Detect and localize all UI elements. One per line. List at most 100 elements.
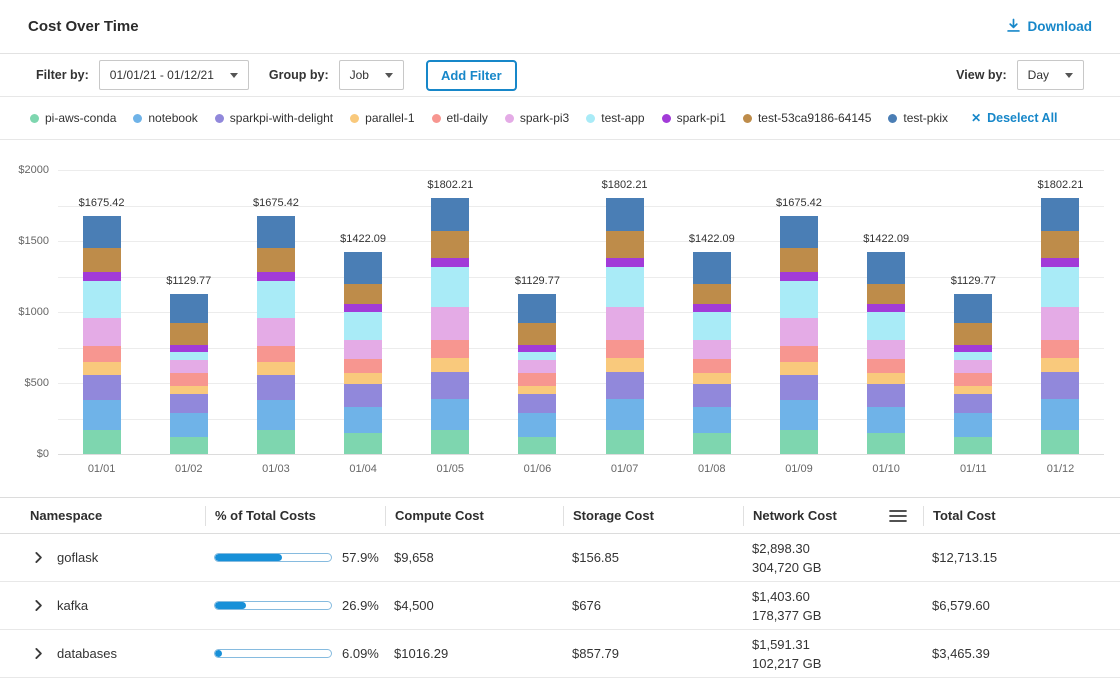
stacked-bar-01/12[interactable] bbox=[1041, 198, 1080, 454]
bar-segment-pi-aws-conda bbox=[169, 436, 208, 454]
chevron-right-icon[interactable] bbox=[32, 647, 45, 660]
table-row-goflask[interactable]: goflask 57.9% $9,658 $156.85 $2,898.30 304,72… bbox=[0, 534, 1120, 582]
gridline bbox=[58, 418, 1104, 420]
legend-item-etl-daily[interactable]: etl-daily bbox=[431, 111, 488, 125]
gridline bbox=[58, 454, 1104, 455]
bar-segment-test-53ca9186-64145 bbox=[344, 284, 383, 305]
legend-item-notebook[interactable]: notebook bbox=[133, 111, 198, 125]
stacked-bar-01/09[interactable] bbox=[779, 216, 818, 454]
bar-total-label: $1675.42 bbox=[776, 197, 822, 210]
bar-segment-test-53ca9186-64145 bbox=[779, 248, 818, 273]
bar-segment-sparkpi-with-delight bbox=[605, 371, 644, 399]
x-axis-label: 01/05 bbox=[436, 463, 465, 475]
stacked-bar-01/01[interactable] bbox=[82, 216, 121, 454]
stacked-bar-01/11[interactable] bbox=[954, 293, 993, 454]
table-body: goflask 57.9% $9,658 $156.85 $2,898.30 304,72… bbox=[0, 534, 1120, 678]
date-range-select[interactable]: 01/01/21 - 01/12/21 bbox=[98, 60, 249, 90]
stacked-bar-01/08[interactable] bbox=[692, 252, 731, 454]
legend-item-spark-pi3[interactable]: spark-pi3 bbox=[504, 111, 569, 125]
legend-item-label: sparkpi-with-delight bbox=[229, 111, 334, 125]
bar-segment-sparkpi-with-delight bbox=[344, 384, 383, 408]
column-header-storage: Storage Cost bbox=[563, 505, 743, 526]
bar-segment-etl-daily bbox=[1041, 339, 1080, 359]
bar-segment-pi-aws-conda bbox=[518, 436, 557, 454]
bar-segment-test-app bbox=[82, 280, 121, 318]
percent-bar bbox=[214, 649, 332, 658]
gridline bbox=[58, 276, 1104, 278]
chart-x-axis: 01/01 01/02 01/03 01/04 01/05 01/06 01/07 01/08… bbox=[58, 463, 1104, 475]
y-axis-label: $0 bbox=[36, 448, 49, 460]
legend-item-parallel-1[interactable]: parallel-1 bbox=[350, 111, 415, 125]
column-header-network: Network Cost bbox=[743, 505, 923, 526]
bar-segment-spark-pi3 bbox=[954, 360, 993, 374]
legend-item-pi-aws-conda[interactable]: pi-aws-conda bbox=[30, 111, 116, 125]
bar-segment-spark-pi1 bbox=[1041, 258, 1080, 268]
stacked-bar-01/07[interactable] bbox=[605, 198, 644, 454]
bar-segment-spark-pi1 bbox=[779, 272, 818, 281]
legend-item-test-pkix[interactable]: test-pkix bbox=[888, 111, 948, 125]
storage-cost-cell: $156.85 bbox=[572, 550, 619, 565]
x-axis-label: 01/04 bbox=[349, 463, 377, 475]
legend-item-spark-pi1[interactable]: spark-pi1 bbox=[661, 111, 726, 125]
bar-segment-test-53ca9186-64145 bbox=[954, 323, 993, 345]
legend-dot bbox=[30, 113, 39, 123]
view-by-select[interactable]: Day bbox=[1016, 60, 1084, 90]
bar-segment-notebook bbox=[256, 400, 295, 430]
stacked-bar-01/10[interactable] bbox=[867, 252, 906, 454]
table-row-kafka[interactable]: kafka 26.9% $4,500 $676 $1,403.60 178,377 GB $… bbox=[0, 582, 1120, 630]
group-by-label: Group by: bbox=[268, 68, 329, 82]
bar-segment-test-app bbox=[344, 312, 383, 341]
bar-segment-spark-pi1 bbox=[605, 258, 644, 268]
bar-column-01/05: $1802.21 bbox=[407, 170, 494, 454]
date-range-value: 01/01/21 - 01/12/21 bbox=[109, 68, 214, 82]
add-filter-button[interactable]: Add Filter bbox=[425, 59, 517, 91]
stacked-bar-01/03[interactable] bbox=[256, 216, 295, 454]
bar-segment-notebook bbox=[518, 412, 557, 437]
stacked-bar-01/04[interactable] bbox=[344, 252, 383, 454]
bar-segment-test-app bbox=[256, 280, 295, 318]
network-usage-value: 304,720 GB bbox=[752, 559, 822, 575]
gridline bbox=[58, 383, 1104, 384]
legend-item-label: etl-daily bbox=[446, 111, 488, 125]
gridline bbox=[58, 170, 1104, 171]
cost-chart: $2000 $1500 $1000 $500 $0 $1675.42 $1129.77 $1… bbox=[0, 140, 1120, 475]
bar-total-label: $1129.77 bbox=[514, 274, 560, 287]
group-by-value: Job bbox=[349, 68, 369, 82]
bar-segment-parallel-1 bbox=[779, 361, 818, 375]
table-row-databases[interactable]: databases 6.09% $1016.29 $857.79 $1,591.31 10… bbox=[0, 630, 1120, 678]
bar-segment-spark-pi3 bbox=[256, 317, 295, 347]
network-cost-cell: $2,898.30 304,720 GB bbox=[743, 539, 923, 577]
bar-total-label: $1129.77 bbox=[166, 274, 212, 287]
y-axis-label: $1500 bbox=[18, 235, 49, 247]
legend-item-sparkpi-with-delight[interactable]: sparkpi-with-delight bbox=[214, 111, 334, 125]
bar-segment-notebook bbox=[82, 400, 121, 430]
percent-bar-fill bbox=[215, 554, 283, 561]
legend-item-test-app[interactable]: test-app bbox=[586, 111, 645, 125]
x-axis-label: 01/11 bbox=[959, 463, 987, 475]
bar-segment-test-app bbox=[169, 351, 208, 361]
bar-segment-test-53ca9186-64145 bbox=[1041, 231, 1080, 259]
x-axis-label: 01/02 bbox=[174, 463, 203, 475]
compute-cost-cell: $4,500 bbox=[394, 598, 434, 613]
chevron-right-icon[interactable] bbox=[32, 599, 45, 612]
legend-item-test-53ca9186-64145[interactable]: test-53ca9186-64145 bbox=[742, 111, 871, 125]
bar-segment-sparkpi-with-delight bbox=[82, 374, 121, 401]
total-cost-cell: $12,713.15 bbox=[932, 550, 998, 565]
deselect-all-button[interactable]: ✕ Deselect All bbox=[971, 111, 1057, 125]
column-settings-icon[interactable] bbox=[889, 509, 907, 523]
stacked-bar-01/05[interactable] bbox=[431, 198, 470, 454]
bar-segment-notebook bbox=[779, 400, 818, 430]
x-axis-label: 01/03 bbox=[262, 463, 290, 475]
bar-total-label: $1422.09 bbox=[863, 233, 910, 246]
y-axis-label: $1000 bbox=[18, 306, 49, 318]
bar-segment-test-app bbox=[605, 267, 644, 308]
chevron-right-icon[interactable] bbox=[32, 551, 45, 564]
download-button[interactable]: Download bbox=[1006, 18, 1092, 36]
gridline bbox=[58, 347, 1104, 349]
stacked-bar-01/06[interactable] bbox=[518, 293, 557, 454]
bar-segment-test-pkix bbox=[344, 252, 383, 285]
bar-segment-test-pkix bbox=[867, 252, 906, 285]
group-by-select[interactable]: Job bbox=[338, 60, 404, 90]
bar-segment-test-pkix bbox=[431, 198, 470, 232]
stacked-bar-01/02[interactable] bbox=[169, 293, 208, 454]
